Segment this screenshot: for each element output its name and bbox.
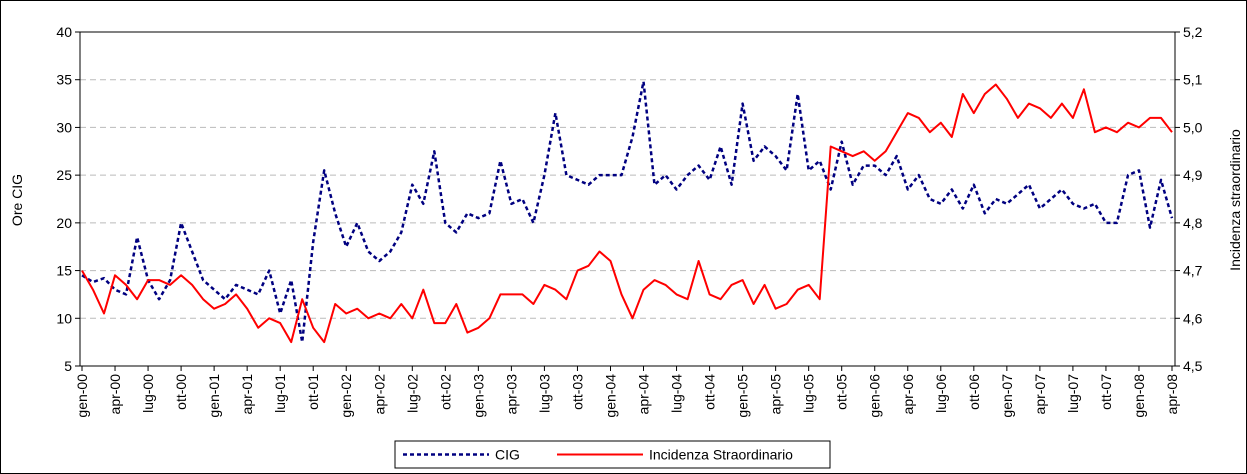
y-tick-label: 30 [56, 119, 72, 135]
y-tick-label: 15 [56, 263, 72, 279]
series-line [81, 83, 1173, 344]
y2-tick-label: 4,7 [1183, 263, 1203, 279]
x-tick-label: apr-06 [900, 374, 916, 415]
x-tick-label: lug-03 [536, 374, 552, 413]
x-tick-label: lug-02 [404, 374, 420, 413]
x-tick-label: lug-06 [933, 374, 949, 413]
x-tick-label: ott-05 [834, 374, 850, 410]
x-tick-label: apr-01 [239, 374, 255, 415]
y-tick-label: 40 [56, 24, 72, 40]
x-tick-label: gen-01 [206, 374, 222, 418]
x-tick-label: lug-01 [272, 374, 288, 413]
x-tick-label: gen-07 [999, 374, 1015, 418]
x-tick-label: gen-06 [867, 374, 883, 418]
x-tick-label: apr-05 [768, 374, 784, 415]
legend-label: Incidenza Straordinario [649, 447, 793, 463]
y2-tick-label: 5,2 [1183, 24, 1203, 40]
y2-tick-label: 5,0 [1183, 119, 1203, 135]
x-tick-label: ott-00 [173, 374, 189, 410]
y-tick-label: 10 [56, 310, 72, 326]
x-tick-label: gen-05 [735, 374, 751, 418]
x-tick-label: ott-02 [437, 374, 453, 410]
plot-area [79, 31, 1176, 367]
x-tick-label: ott-06 [966, 374, 982, 410]
y-tick-label: 35 [56, 72, 72, 88]
y2-axis-title: Incidenza straordinario [1227, 129, 1243, 271]
y2-tick-label: 4,6 [1183, 310, 1203, 326]
y2-tick-label: 4,5 [1183, 358, 1203, 374]
x-tick-label: gen-03 [470, 374, 486, 418]
y2-tick-label: 4,8 [1183, 215, 1203, 231]
x-tick-label: apr-03 [503, 374, 519, 415]
x-tick-label: gen-08 [1131, 374, 1147, 418]
x-tick-label: lug-07 [1065, 374, 1081, 413]
x-tick-label: ott-01 [305, 374, 321, 410]
x-tick-label: ott-04 [702, 374, 718, 410]
x-tick-label: lug-00 [140, 374, 156, 413]
y-tick-label: 20 [56, 215, 72, 231]
x-tick-label: apr-00 [107, 374, 123, 415]
y-tick-label: 5 [64, 358, 72, 374]
series-line [81, 80, 1174, 344]
x-tick-label: ott-03 [569, 374, 585, 410]
x-tick-label: gen-00 [74, 374, 90, 418]
x-tick-label: ott-07 [1098, 374, 1114, 410]
x-tick-label: lug-04 [669, 374, 685, 413]
x-tick-label: lug-05 [801, 374, 817, 413]
y2-tick-label: 4,9 [1183, 167, 1203, 183]
x-tick-label: apr-02 [371, 374, 387, 415]
x-tick-label: apr-04 [636, 374, 652, 415]
y-tick-label: 25 [56, 167, 72, 183]
x-tick-label: apr-07 [1032, 374, 1048, 415]
legend-label: CIG [495, 447, 520, 463]
y2-tick-label: 5,1 [1183, 72, 1203, 88]
x-tick-label: apr-08 [1164, 374, 1180, 415]
x-tick-label: gen-04 [602, 374, 618, 418]
x-tick-label: gen-02 [338, 374, 354, 418]
y-axis-title: Ore CIG [9, 174, 25, 226]
